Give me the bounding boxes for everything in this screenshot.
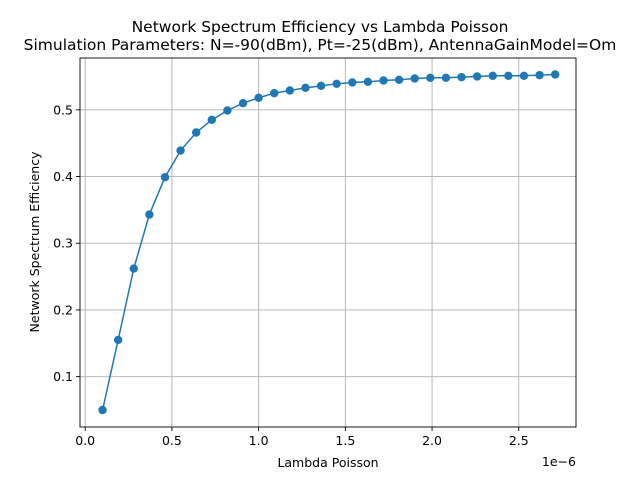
data-point bbox=[363, 77, 373, 87]
axis-ticks: 0.0 0.5 1.0 1.5 2.0 2.5 0.1 0.2 0.3 0.4 0.5 bbox=[53, 102, 529, 448]
data-point bbox=[176, 146, 185, 155]
x-tick-label: 1.0 bbox=[249, 433, 269, 448]
x-tick-label: 0.5 bbox=[162, 433, 182, 448]
x-axis-label: Lambda Poisson bbox=[277, 455, 378, 470]
data-point bbox=[379, 76, 388, 85]
data-point bbox=[254, 93, 263, 103]
data-point bbox=[238, 98, 248, 108]
plot-series bbox=[98, 70, 560, 415]
data-point bbox=[441, 73, 451, 83]
chart-title: Network Spectrum Efficiency vs Lambda Po… bbox=[132, 18, 509, 36]
y-tick-label: 0.1 bbox=[53, 369, 73, 384]
data-point bbox=[223, 106, 232, 115]
y-tick-label: 0.4 bbox=[53, 169, 73, 184]
x-tick-label: 0.0 bbox=[75, 433, 95, 448]
data-point bbox=[160, 173, 170, 182]
data-point bbox=[519, 71, 529, 81]
data-point bbox=[504, 71, 513, 81]
x-tick-label: 2.5 bbox=[509, 433, 529, 448]
data-point bbox=[316, 81, 326, 91]
data-point bbox=[348, 78, 357, 87]
data-point bbox=[535, 70, 544, 80]
data-point bbox=[129, 264, 138, 273]
data-point bbox=[394, 75, 404, 85]
data-point bbox=[270, 88, 279, 98]
data-point bbox=[207, 115, 216, 125]
grid bbox=[80, 58, 576, 427]
data-point bbox=[550, 70, 560, 79]
data-point bbox=[145, 210, 154, 219]
x-tick-label: 2.0 bbox=[422, 433, 442, 448]
data-point bbox=[410, 74, 419, 83]
data-point bbox=[332, 79, 341, 89]
x-axis-offset-label: 1e−6 bbox=[542, 454, 576, 469]
plot-frame bbox=[79, 57, 577, 428]
data-point bbox=[192, 128, 201, 137]
y-tick-label: 0.3 bbox=[53, 236, 73, 251]
data-point bbox=[457, 72, 466, 82]
data-point bbox=[426, 73, 435, 83]
data-point bbox=[488, 71, 497, 81]
y-tick-label: 0.5 bbox=[53, 102, 73, 117]
x-tick-label: 1.5 bbox=[335, 433, 355, 448]
y-axis-label: Network Spectrum Efficiency bbox=[27, 151, 42, 333]
data-point bbox=[113, 335, 123, 345]
data-point bbox=[472, 72, 482, 81]
y-tick-label: 0.2 bbox=[53, 302, 73, 317]
data-point bbox=[285, 86, 295, 95]
data-point bbox=[301, 83, 310, 93]
chart-subtitle: Simulation Parameters: N=-90(dBm), Pt=-2… bbox=[24, 36, 617, 54]
data-point bbox=[98, 405, 107, 415]
